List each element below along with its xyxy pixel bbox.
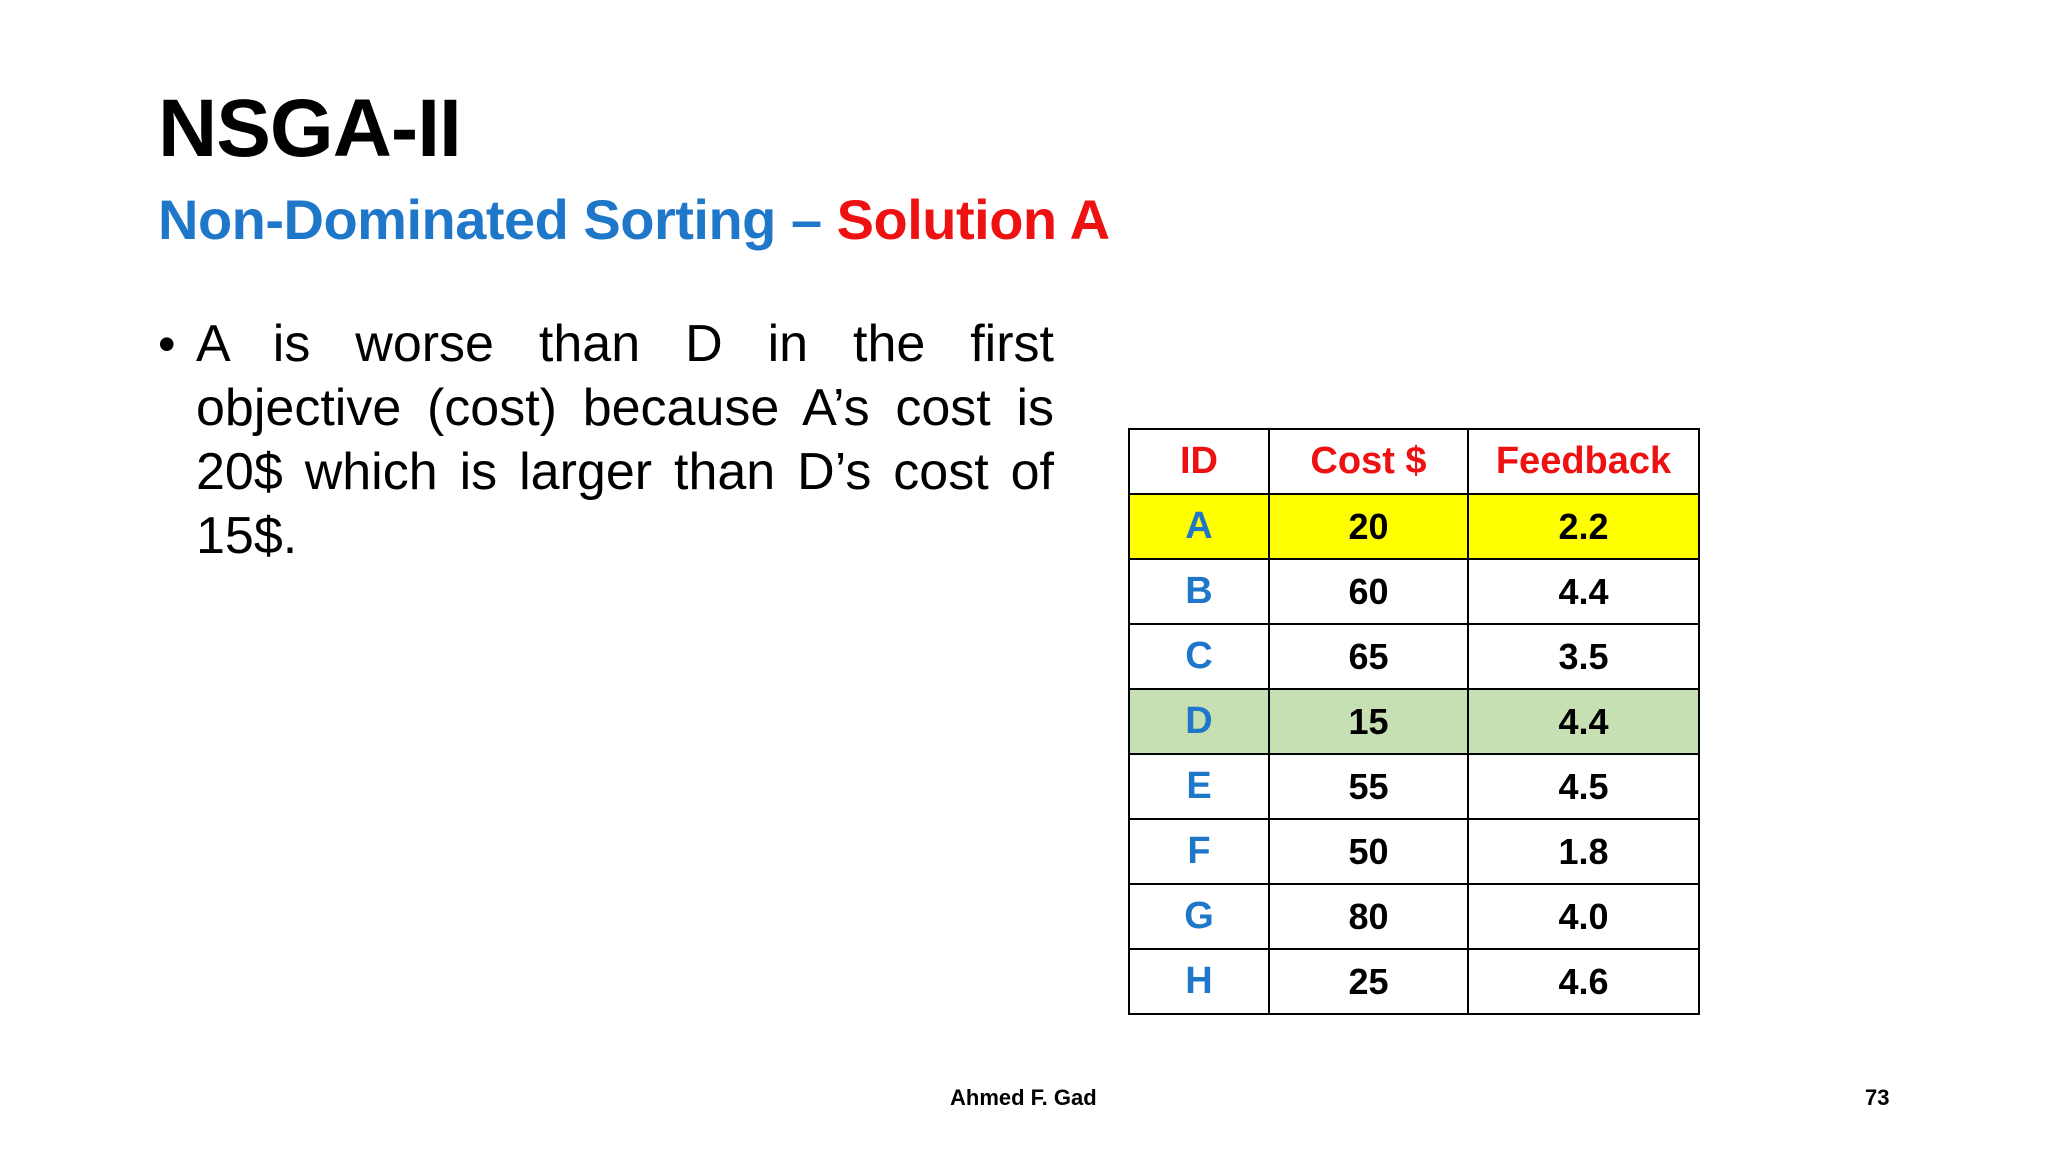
table-row: H 25 4.6 (1128, 948, 1700, 1015)
slide-subtitle: Non-Dominated Sorting – Solution A (158, 192, 1110, 248)
cell-cost: 65 (1268, 623, 1469, 690)
cell-cost: 50 (1268, 818, 1469, 885)
cell-id: H (1128, 948, 1270, 1015)
cell-feedback: 3.5 (1467, 623, 1700, 690)
cell-id: C (1128, 623, 1270, 690)
table-row: F 50 1.8 (1128, 818, 1700, 885)
cell-id: B (1128, 558, 1270, 625)
subtitle-solution: Solution A (836, 188, 1110, 251)
cell-cost: 25 (1268, 948, 1469, 1015)
table-row: E 55 4.5 (1128, 753, 1700, 820)
bullet-point: • A is worse than D in the first objecti… (158, 312, 1058, 568)
cell-id: D (1128, 688, 1270, 755)
cell-cost: 55 (1268, 753, 1469, 820)
table-row: G 80 4.0 (1128, 883, 1700, 950)
cell-feedback: 1.8 (1467, 818, 1700, 885)
cell-feedback: 2.2 (1467, 493, 1700, 560)
table-row: B 60 4.4 (1128, 558, 1700, 625)
cell-cost: 20 (1268, 493, 1469, 560)
cell-id: E (1128, 753, 1270, 820)
bullet-icon: • (158, 316, 176, 372)
cell-feedback: 4.4 (1467, 558, 1700, 625)
bullet-text: A is worse than D in the first objective… (196, 315, 1054, 565)
cell-id: F (1128, 818, 1270, 885)
header-id: ID (1128, 428, 1270, 495)
cell-id: G (1128, 883, 1270, 950)
table-header-row: ID Cost $ Feedback (1128, 428, 1700, 495)
cell-cost: 80 (1268, 883, 1469, 950)
cell-feedback: 4.0 (1467, 883, 1700, 950)
cell-id: A (1128, 493, 1270, 560)
page-number: 73 (1865, 1085, 1890, 1110)
cell-cost: 60 (1268, 558, 1469, 625)
cell-feedback: 4.5 (1467, 753, 1700, 820)
footer-author: Ahmed F. Gad (950, 1085, 1097, 1110)
subtitle-topic: Non-Dominated Sorting – (158, 188, 837, 251)
cell-feedback: 4.4 (1467, 688, 1700, 755)
slide-title: NSGA-II (158, 83, 462, 174)
header-feedback: Feedback (1467, 428, 1700, 495)
solutions-table: ID Cost $ Feedback A 20 2.2 B 60 4.4 C 6… (1128, 428, 1700, 1015)
header-cost: Cost $ (1268, 428, 1469, 495)
cell-feedback: 4.6 (1467, 948, 1700, 1015)
table-row: A 20 2.2 (1128, 493, 1700, 560)
cell-cost: 15 (1268, 688, 1469, 755)
table-row: D 15 4.4 (1128, 688, 1700, 755)
table-row: C 65 3.5 (1128, 623, 1700, 690)
